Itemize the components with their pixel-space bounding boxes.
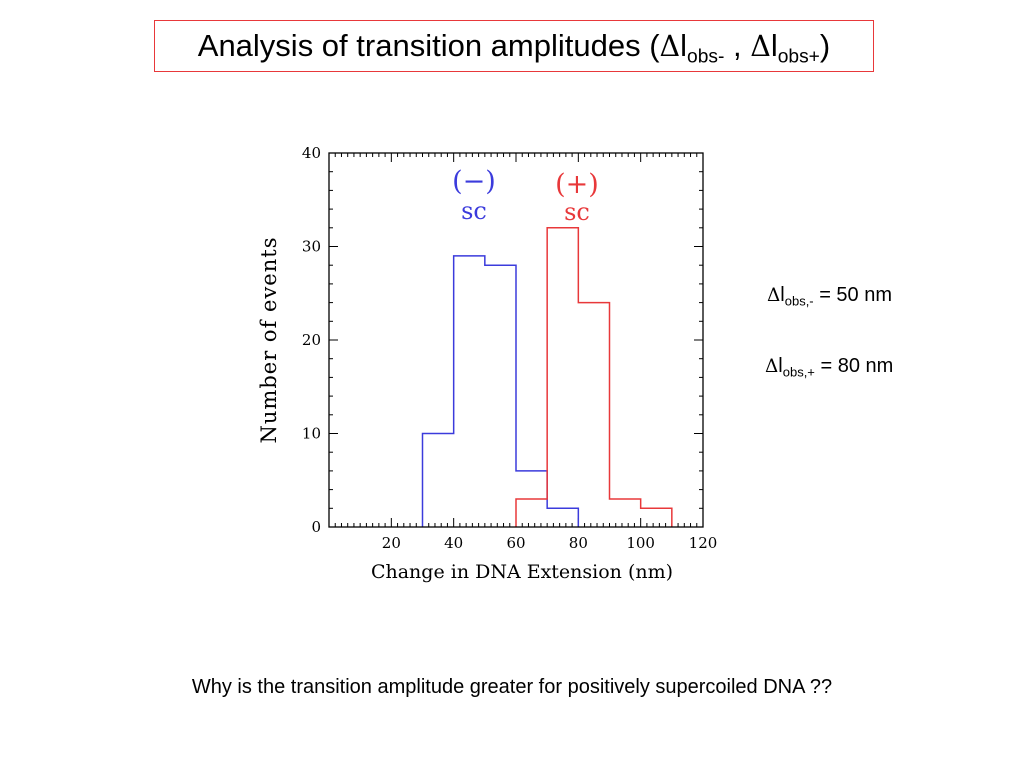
x-tick-label: 60	[506, 534, 525, 552]
histogram-outline	[421, 255, 580, 527]
delta-symbol: Δ	[767, 285, 781, 306]
y-tick-label: 30	[302, 238, 321, 256]
x-tick-label: 20	[382, 534, 401, 552]
delta-symbol: Δ	[750, 30, 771, 63]
x-tick-label: 80	[569, 534, 588, 552]
series-positive-sc	[515, 227, 673, 527]
legend-positive-sign: (+)	[555, 169, 599, 200]
title-sub-obs-minus: obs-	[687, 46, 725, 68]
plot-frame	[328, 152, 704, 528]
y-tick-label: 10	[302, 425, 321, 443]
eq2-value: = 80 nm	[814, 355, 894, 377]
histogram-bin	[610, 499, 641, 527]
histogram-series	[421, 227, 673, 528]
histogram-bin	[485, 265, 516, 527]
y-tick-label: 20	[302, 331, 321, 349]
histogram-bin	[547, 228, 578, 527]
x-tick-label: 40	[444, 534, 463, 552]
histogram-bin	[423, 434, 454, 528]
x-axis-label: Change in DNA Extension (nm)	[371, 561, 673, 583]
title-separator: ,	[724, 28, 751, 63]
delta-symbol: Δ	[659, 30, 681, 63]
histogram-bin	[578, 303, 609, 527]
histogram-bin	[516, 499, 547, 527]
x-tick-label: 120	[689, 534, 718, 552]
equation-obs-plus: Δlobs,+ = 80 nm	[765, 355, 894, 380]
eq2-subscript: obs,+	[782, 364, 815, 380]
title-sub-obs-plus: obs+	[777, 46, 820, 68]
legend-positive-sc: sc	[564, 198, 590, 226]
x-tick-label: 100	[626, 534, 655, 552]
question-text: Why is the transition amplitude greater …	[191, 676, 833, 698]
eq2-l: l	[778, 355, 783, 377]
histogram-bin	[641, 508, 672, 527]
eq1-l: l	[780, 284, 785, 306]
legend-negative-sc: sc	[461, 197, 487, 225]
slide-title: Analysis of transition amplitudes (Δlobs…	[154, 20, 874, 72]
title-l2: l	[770, 28, 778, 63]
histogram-bin	[454, 256, 485, 527]
y-axis-label: Number of events	[257, 237, 281, 444]
delta-symbol: Δ	[765, 356, 779, 377]
tick-labels: 20 40 60 80 100 120 0 10 20 30 40	[302, 144, 717, 552]
legend-negative-sign: (−)	[452, 166, 496, 197]
title-l1: l	[680, 28, 688, 63]
y-tick-label: 40	[302, 144, 321, 162]
histogram-outline	[515, 227, 673, 527]
eq1-value: = 50 nm	[813, 284, 893, 306]
equation-obs-minus: Δlobs,- = 50 nm	[767, 284, 893, 309]
eq1-subscript: obs,-	[784, 293, 814, 309]
title-suffix: )	[819, 28, 831, 63]
legend-negative-sc: (−) sc	[452, 166, 496, 225]
legend-positive-sc: (+) sc	[555, 169, 599, 226]
series-negative-sc	[421, 255, 580, 528]
y-tick-label: 0	[311, 518, 321, 536]
title-prefix: Analysis of transition amplitudes (	[197, 28, 660, 63]
